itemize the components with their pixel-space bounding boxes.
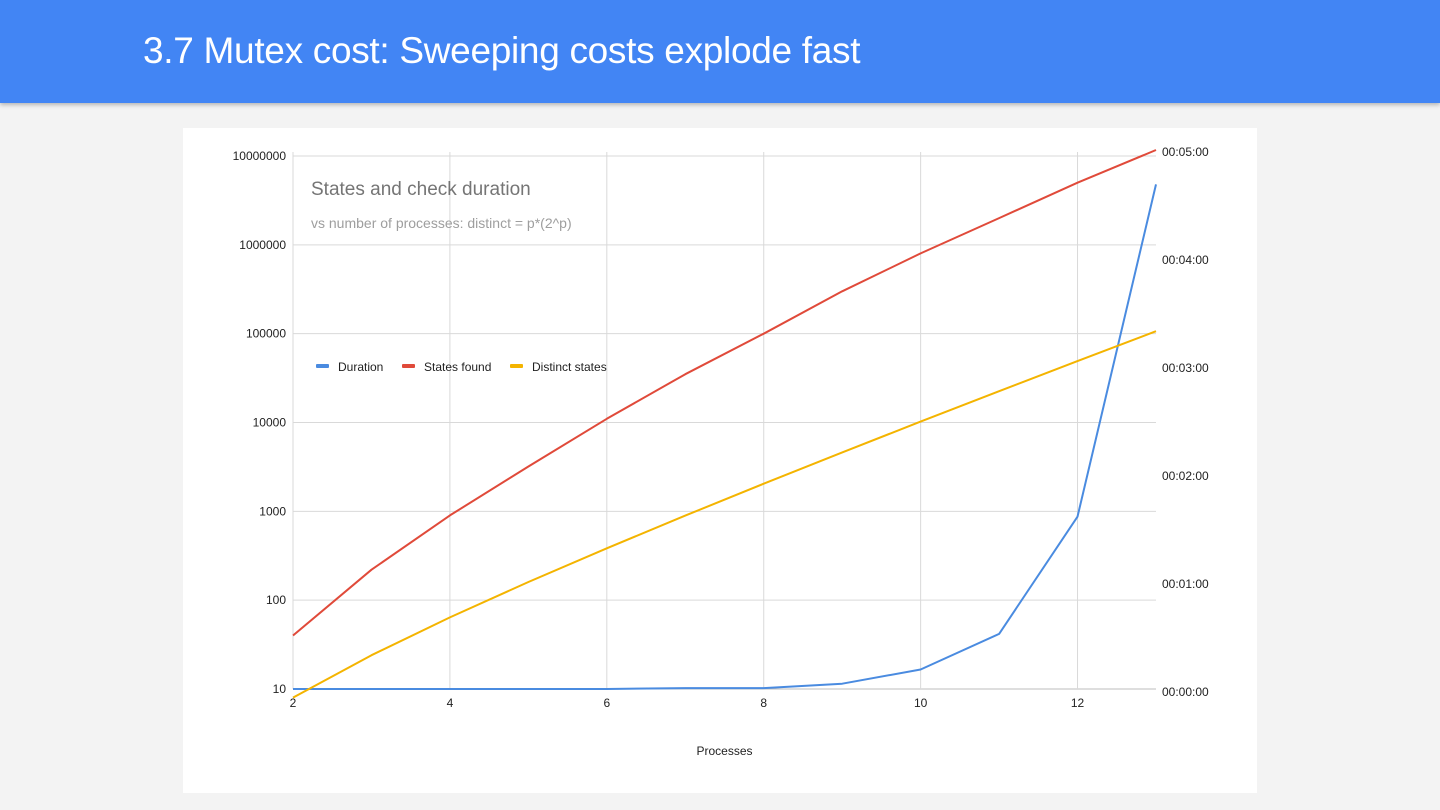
y-right-tick-label: 00:01:00 (1162, 577, 1209, 591)
y-left-tick-label: 100 (266, 593, 286, 607)
x-tick-label: 2 (290, 696, 297, 710)
x-tick-label: 8 (760, 696, 767, 710)
y-right-tick-label: 00:04:00 (1162, 253, 1209, 267)
x-tick-label: 12 (1071, 696, 1085, 710)
y-left-tick-label: 100000 (246, 327, 286, 341)
y-left-tick-label: 10000 (253, 416, 287, 430)
x-axis-label: Processes (696, 744, 752, 758)
y-left-tick-label: 10 (273, 682, 287, 696)
y-right-tick-label: 00:03:00 (1162, 361, 1209, 375)
series-line-duration (293, 184, 1157, 690)
y-right-tick-label: 00:00:00 (1162, 685, 1209, 699)
slide-header: 3.7 Mutex cost: Sweeping costs explode f… (0, 0, 1440, 103)
x-tick-label: 10 (914, 696, 928, 710)
chart-title: States and check duration (311, 179, 531, 200)
x-tick-label: 4 (447, 696, 454, 710)
slide-title: 3.7 Mutex cost: Sweeping costs explode f… (143, 30, 861, 71)
chart-card: 10000000 1000000 100000 10000 1000 100 10 2 4 6 8 1… (183, 128, 1257, 793)
y-left-tick-label: 10000000 (233, 149, 287, 163)
chart-subtitle: vs number of processes: distinct = p*(2^… (311, 215, 572, 231)
y-left-tick-label: 1000 (259, 504, 286, 518)
legend-label: Distinct states (532, 360, 607, 374)
x-tick-label: 6 (603, 696, 610, 710)
y-left-tick-label: 1000000 (239, 238, 286, 252)
y-right-tick-label: 00:05:00 (1162, 145, 1209, 159)
legend-swatch (402, 364, 415, 368)
series-line-states-found (292, 149, 1157, 637)
legend-swatch (510, 364, 523, 368)
legend-label: States found (424, 360, 491, 374)
legend-label: Duration (338, 360, 383, 374)
legend-swatch (316, 364, 329, 368)
y-right-tick-label: 00:02:00 (1162, 469, 1209, 483)
series-line-distinct-states (292, 330, 1157, 699)
